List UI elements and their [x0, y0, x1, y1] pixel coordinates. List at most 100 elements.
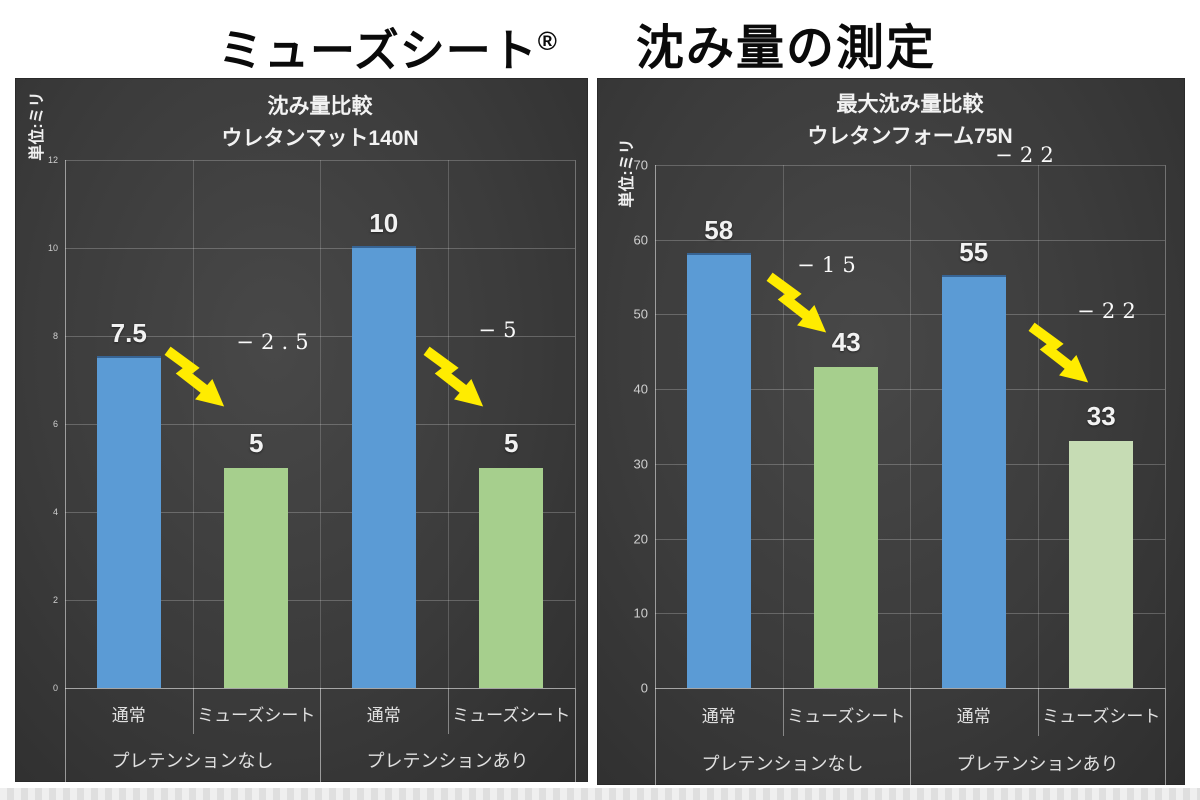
difference-annotation-0: −2.5 [236, 330, 316, 354]
x-category-label-2: 通常 [956, 707, 991, 726]
x-category-label-1: ミューズシート [787, 707, 906, 726]
registered-trademark-mark: ® [537, 26, 558, 56]
bar-value-label-2: 55 [959, 237, 989, 268]
y-tick-12: 12 [47, 155, 58, 165]
bar-ミューズシート-1 [224, 468, 289, 688]
gridline-y-40 [655, 389, 1165, 391]
axis-divider-2 [575, 688, 576, 782]
chart-panel-0: 単位:ミリ 沈み量比較ウレタンマット140N 0 2 4 6 8 10 12 7.5 5 10 5 通常 ミ… [15, 78, 588, 782]
page-title-right: 沈み量の測定 [636, 22, 937, 75]
category-divider-0 [192, 688, 194, 734]
bar-通常-0 [96, 356, 161, 688]
difference-annotation-1: −5 [478, 318, 524, 342]
y-tick-0: 0 [640, 680, 648, 696]
axis-divider-0 [655, 688, 656, 785]
difference-annotation-2: −22 [1077, 299, 1143, 323]
decrease-arrow-icon-0 [158, 346, 240, 412]
bar-通常-2 [351, 246, 416, 688]
gridline-y-4 [65, 512, 575, 513]
decrease-arrow-icon-1 [417, 346, 499, 412]
chart-title: 沈み量比較 [267, 95, 373, 118]
bar-value-label-1: 5 [249, 428, 264, 458]
bar-通常-2 [941, 275, 1006, 688]
gridline-y-20 [655, 538, 1165, 540]
x-group-label-1: プレテンションあり [956, 753, 1119, 774]
x-group-label-1: プレテンションあり [366, 751, 529, 771]
axis-divider-2 [1165, 688, 1166, 785]
gridline-y-30 [655, 463, 1165, 465]
y-tick-60: 60 [633, 232, 648, 248]
y-axis-unit-label: 単位:ミリ [29, 91, 46, 161]
axis-divider-0 [65, 688, 66, 782]
y-tick-10: 10 [47, 243, 58, 253]
plot-area [65, 160, 576, 689]
y-tick-30: 30 [633, 456, 648, 472]
y-tick-50: 50 [633, 306, 648, 322]
gridline-y-60 [655, 239, 1165, 241]
category-divider-1 [1037, 688, 1039, 736]
gridline-x-3 [447, 160, 449, 688]
gridline-x-1 [192, 160, 194, 688]
y-tick-10: 10 [633, 605, 648, 621]
difference-annotation-1: −22 [995, 143, 1061, 167]
category-divider-0 [782, 688, 784, 736]
axis-divider-1 [320, 688, 321, 782]
bar-ミューズシート-1 [814, 366, 879, 688]
y-tick-0: 0 [52, 683, 58, 693]
bar-value-label-0: 7.5 [110, 318, 147, 348]
bar-通常-0 [686, 252, 751, 688]
y-tick-2: 2 [52, 595, 58, 605]
chart-title: 最大沈み量比較 [836, 93, 984, 116]
bar-ミューズシート-3 [1069, 441, 1134, 688]
bar-value-label-1: 43 [831, 326, 861, 357]
gridline-x-2 [910, 165, 911, 688]
decrease-arrow-icon-0 [760, 272, 842, 338]
y-tick-8: 8 [52, 331, 58, 341]
y-tick-40: 40 [633, 381, 648, 397]
gridline-y-50 [655, 314, 1165, 316]
gridline-y-6 [65, 424, 575, 425]
x-category-label-2: 通常 [366, 706, 401, 725]
x-group-label-0: プレテンションなし [701, 753, 864, 774]
gridline-x-0 [655, 165, 656, 688]
gridline-y-70 [655, 165, 1165, 166]
gridline-x-4 [575, 160, 576, 688]
x-category-label-1: ミューズシート [197, 706, 316, 725]
plot-area [655, 165, 1166, 689]
page-title-left-text: ミューズシート [218, 25, 538, 76]
chart-subtitle: ウレタンフォーム75N [807, 125, 1013, 148]
bottom-texture-strip [0, 788, 1200, 800]
y-axis-unit-label: 単位:ミリ [619, 138, 636, 208]
y-tick-4: 4 [52, 507, 58, 517]
gridline-x-3 [1037, 165, 1039, 688]
gridline-y-10 [655, 613, 1165, 615]
x-category-label-3: ミューズシート [452, 706, 571, 725]
gridline-y-12 [65, 160, 575, 161]
gridline-y-2 [65, 600, 575, 601]
axis-divider-1 [910, 688, 911, 785]
category-divider-1 [447, 688, 449, 734]
bar-value-label-0: 58 [704, 214, 734, 245]
x-category-label-0: 通常 [111, 706, 146, 725]
x-category-label-0: 通常 [701, 707, 736, 726]
x-group-label-0: プレテンションなし [111, 751, 274, 771]
y-tick-20: 20 [633, 531, 648, 547]
page-title-left: ミューズシート® [218, 14, 558, 79]
gridline-x-1 [782, 165, 784, 688]
chart-subtitle: ウレタンマット140N [221, 127, 419, 150]
bar-value-label-2: 10 [369, 208, 399, 238]
difference-annotation-0: −15 [797, 253, 863, 277]
x-category-label-3: ミューズシート [1042, 707, 1161, 726]
gridline-x-4 [1165, 165, 1166, 688]
y-tick-6: 6 [52, 419, 58, 429]
gridline-y-8 [65, 336, 575, 337]
decrease-arrow-icon-1 [1022, 322, 1104, 388]
gridline-y-10 [65, 248, 575, 249]
gridline-x-2 [320, 160, 321, 688]
bar-value-label-3: 5 [504, 428, 519, 458]
chart-panel-1: 単位:ミリ 最大沈み量比較ウレタンフォーム75N 0 10 20 30 40 50 60 70 58… [597, 78, 1185, 785]
bar-ミューズシート-3 [479, 468, 544, 688]
gridline-x-0 [65, 160, 66, 688]
y-tick-70: 70 [633, 157, 648, 173]
bar-value-label-3: 33 [1086, 401, 1116, 432]
